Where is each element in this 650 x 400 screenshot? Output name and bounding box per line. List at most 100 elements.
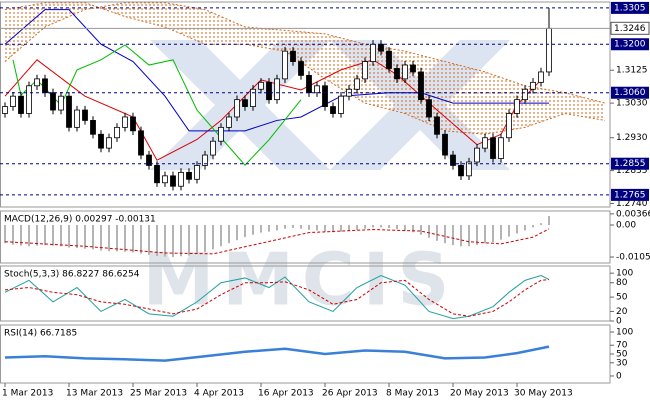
panel-title: Stoch(5,3,3) 86.8227 86.6254 [4,270,140,280]
candle-body [98,133,104,149]
histogram-bar [268,224,270,232]
candle-body [186,171,192,180]
candle-body [194,165,200,180]
candle-body [426,99,432,118]
panel-frame [0,265,611,322]
level-box [611,157,649,170]
histogram-bar [364,224,366,229]
histogram-bar [244,224,246,238]
candle-body [402,64,408,80]
level-label: 1.3200 [614,40,646,50]
histogram-bar [204,224,206,252]
candle-body [138,130,144,156]
histogram-bar [292,224,294,229]
candle-body [538,71,544,83]
candle-body [266,81,272,101]
candle-body [338,95,344,114]
panel-body [2,2,606,191]
candle-body [506,113,512,139]
level-box [611,1,649,14]
histogram-bar [316,224,318,231]
candle-body [258,81,264,90]
histogram-bar [124,224,126,252]
histogram-bar [36,224,38,246]
candle-body [530,81,536,90]
indicator-line [4,228,550,255]
candle-body [242,99,248,107]
histogram-bar [116,224,118,252]
x-tick-label: 25 Mar 2013 [130,389,187,399]
histogram-bar [276,224,278,231]
x-tick-label: 8 May 2013 [386,389,439,399]
histogram-bar [92,224,94,250]
histogram-bar [212,224,214,250]
histogram-bar [500,224,502,240]
panel-title: RSI(14) 66.7185 [4,329,77,339]
level-box [611,86,649,99]
candle-body [178,171,184,187]
candle-body [274,78,280,101]
panel-body [4,345,550,362]
candle-body [90,120,96,135]
candle-body [378,43,384,52]
candle-body [66,95,72,128]
histogram-bar [44,224,46,246]
histogram-bar [372,224,374,228]
y-tick-label: 0.00 [616,220,636,230]
x-tick-label: 20 May 2013 [450,389,509,399]
y-tick-label: 1.2930 [616,133,648,143]
histogram-bar [532,224,534,228]
candle-body [458,165,464,177]
histogram-bar [76,224,78,249]
candle-body [202,154,208,166]
candle-body [370,43,376,62]
candle-body [226,116,232,128]
cloud-edge [4,2,606,104]
panel [4,215,550,257]
candle-body [74,109,80,128]
histogram-bar [220,224,222,247]
histogram-bar [548,215,550,225]
y-tick-label: 1.2835 [616,166,648,176]
indicator-line [4,275,550,320]
histogram-bar [84,224,86,249]
candle-body [362,61,368,80]
x-tick-label: 1 Mar 2013 [2,389,53,399]
candle-body [114,126,120,139]
histogram-bar [140,224,142,254]
candle-body [170,175,176,187]
y-tick-label: 20 [616,307,628,317]
histogram-bar [420,224,422,235]
histogram-bar [412,224,414,233]
histogram-bar [60,224,62,247]
candle-body [146,154,152,166]
histogram-bar [172,224,174,257]
histogram-bar [332,224,334,233]
candle-body [2,106,8,114]
histogram-bar [4,224,6,244]
panel-frame [0,210,611,264]
histogram-bar [252,224,254,235]
candle-body [106,137,112,149]
candle-body [490,137,496,159]
candle-body [522,88,528,101]
histogram-bar [132,224,134,253]
level-label: 1.2765 [614,190,646,200]
candle-body [450,154,456,166]
candle-body [210,140,216,156]
histogram-bar [524,224,526,231]
histogram-bar [12,224,14,245]
histogram-bar [380,224,382,228]
last-price-box [610,21,650,35]
histogram-bar [492,224,494,243]
candle-body [162,175,168,184]
candle-body [218,126,224,142]
candle-body [546,27,552,73]
candle-body [58,95,64,111]
histogram-bar [516,224,518,234]
histogram-bar [156,224,158,257]
histogram-bar [540,223,542,225]
histogram-bar [164,224,166,257]
histogram-bar [388,224,390,229]
candle-body [250,88,256,107]
